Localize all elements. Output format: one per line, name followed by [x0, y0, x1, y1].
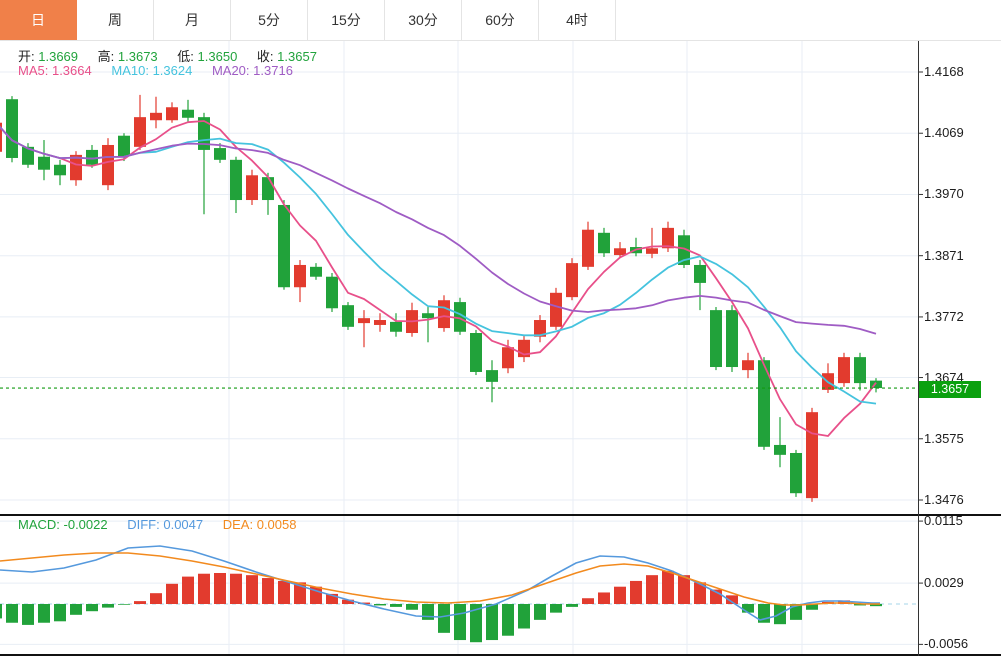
tab-day[interactable]: 日	[0, 0, 77, 40]
price-tick-1.3575: 1.3575	[924, 430, 964, 446]
macd-tick-0.0115: 0.0115	[924, 513, 963, 529]
ma20-value: 1.3716	[253, 63, 293, 78]
ma20-label: MA20:	[211, 63, 250, 78]
open-label: 开:	[18, 49, 35, 64]
diff-label: DIFF:	[127, 517, 160, 532]
price-tick-1.3476: 1.3476	[924, 492, 964, 507]
tab-5min[interactable]: 5分	[231, 0, 308, 40]
macd-value: -0.0022	[63, 517, 108, 532]
diff-value: 0.0047	[163, 517, 204, 532]
macd-readout: MACD: -0.0022 DIFF: 0.0047 DEA: 0.0058	[18, 517, 312, 532]
close-label: 收:	[256, 49, 274, 64]
price-tick-1.4069: 1.4069	[924, 125, 964, 141]
close-value: 1.3657	[277, 49, 317, 64]
low-value: 1.3650	[197, 49, 238, 64]
ma-readout: MA5: 1.3664 MA10: 1.3624 MA20: 1.3716	[18, 63, 309, 78]
tab-month[interactable]: 月	[154, 0, 231, 40]
ma10-label: MA10:	[111, 63, 149, 78]
ma5-label: MA5:	[18, 63, 49, 78]
dea-label: DEA:	[222, 517, 254, 532]
low-label: 低:	[177, 49, 194, 64]
macd-label: MACD:	[18, 517, 60, 532]
tab-week[interactable]: 周	[77, 0, 154, 40]
tab-30min[interactable]: 30分	[385, 0, 462, 40]
tab-15min[interactable]: 15分	[308, 0, 385, 40]
price-tick-1.3674: 1.3674	[924, 369, 964, 385]
high-value: 1.3673	[117, 49, 158, 64]
timeframe-toolbar: 日 周 月 5分 15分 30分 60分 4时	[0, 0, 1001, 41]
tab-60min[interactable]: 60分	[462, 0, 539, 40]
tab-4hour[interactable]: 4时	[539, 0, 616, 40]
ma5-value: 1.3664	[51, 63, 92, 78]
macd-tick-0.0029: 0.0029	[924, 575, 964, 591]
macd-tick--0.0056: -0.0056	[924, 636, 969, 652]
price-tick-1.3772: 1.3772	[924, 308, 964, 324]
dea-value: 0.0058	[256, 517, 297, 532]
price-tick-1.3970: 1.3970	[924, 186, 964, 202]
high-label: 高:	[97, 49, 115, 64]
ma10-value: 1.3624	[152, 63, 193, 78]
price-tick-1.3871: 1.3871	[924, 247, 964, 263]
ohlc-readout: 开: 1.3669 高: 1.3673 低: 1.3650 收: 1.3657	[18, 46, 333, 65]
current-price-badge: 1.3657	[919, 381, 981, 398]
price-tick-1.4168: 1.4168	[924, 64, 964, 79]
open-value: 1.3669	[38, 49, 79, 64]
